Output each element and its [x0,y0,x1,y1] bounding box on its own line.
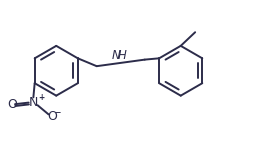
Text: +: + [39,93,45,102]
Text: N: N [29,96,38,109]
Text: N: N [112,49,121,62]
Text: O: O [7,98,17,111]
Text: H: H [118,49,126,62]
Text: O: O [47,110,57,123]
Text: −: − [54,108,61,117]
